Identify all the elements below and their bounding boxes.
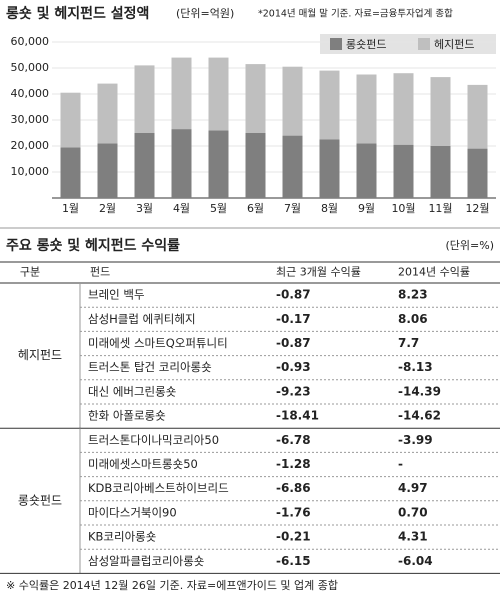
return-value: -0.17 — [276, 312, 311, 326]
x-tick-label: 2월 — [99, 202, 116, 215]
return-value: -3.99 — [398, 433, 433, 447]
x-tick-label: 3월 — [136, 202, 153, 215]
bar-segment — [171, 129, 192, 198]
chart-title: 롱숏 및 헤지펀드 설정액 — [6, 5, 149, 22]
return-value: -6.86 — [276, 481, 311, 495]
y-tick-label: 50,000 — [11, 61, 50, 74]
x-tick-label: 5월 — [210, 202, 227, 215]
legend-swatch — [330, 38, 342, 50]
fund-name: 대신 에버그린롱숏 — [88, 384, 176, 398]
y-tick-label: 60,000 — [11, 35, 50, 48]
return-value: -14.39 — [398, 384, 441, 398]
return-value: -8.13 — [398, 360, 433, 374]
y-tick-label: 40,000 — [11, 87, 50, 100]
bar-segment — [393, 144, 414, 198]
table-header: 구분 — [20, 266, 40, 279]
bar-segment — [282, 135, 303, 198]
bar-segment — [430, 77, 451, 146]
x-tick-label: 8월 — [321, 202, 338, 215]
return-value: -6.78 — [276, 433, 311, 447]
bar-segment — [134, 133, 155, 198]
return-value: -1.76 — [276, 505, 311, 519]
bar-segment — [208, 57, 229, 131]
legend-swatch — [418, 38, 430, 50]
x-tick-label: 1월 — [62, 202, 79, 215]
legend-label: 헤지펀드 — [434, 38, 474, 51]
fund-name: 삼성H클럽 에퀴티헤지 — [88, 312, 196, 326]
fund-name: 미래에셋스마트롱숏50 — [88, 457, 198, 471]
y-tick-label: 30,000 — [11, 113, 50, 126]
bar-segment — [393, 73, 414, 145]
footnote: ※ 수익률은 2014년 12월 26일 기준. 자료=에프앤가이드 및 업계 … — [6, 578, 338, 592]
legend-box — [320, 34, 496, 54]
bar-segment — [97, 143, 118, 198]
bar-segment — [467, 148, 488, 198]
table-header: 최근 3개월 수익률 — [276, 266, 361, 279]
x-tick-label: 6월 — [247, 202, 264, 215]
return-value: 8.23 — [398, 288, 428, 302]
return-value: 0.70 — [398, 505, 428, 519]
bar-segment — [245, 133, 266, 198]
bar-segment — [97, 83, 118, 144]
x-tick-label: 11월 — [428, 202, 452, 215]
return-value: -6.04 — [398, 554, 433, 568]
x-tick-label: 10월 — [391, 202, 415, 215]
return-value: -1.28 — [276, 457, 311, 471]
return-value: -9.23 — [276, 384, 311, 398]
bar-segment — [60, 92, 81, 148]
return-value: -0.87 — [276, 288, 311, 302]
bar-segment — [171, 57, 192, 130]
bar-segment — [245, 64, 266, 133]
x-tick-label: 12월 — [465, 202, 489, 215]
chart-subtitle: (단위=억원) — [176, 7, 234, 20]
return-value: -0.93 — [276, 360, 311, 374]
group-name: 롱숏펀드 — [18, 493, 62, 507]
return-value: -6.15 — [276, 554, 311, 568]
x-tick-label: 9월 — [358, 202, 375, 215]
fund-name: 트러스톤다이나믹코리아50 — [88, 433, 219, 447]
return-value: -0.21 — [276, 530, 311, 544]
bar-segment — [430, 146, 451, 198]
group-name: 헤지펀드 — [18, 348, 62, 362]
bar-segment — [467, 84, 488, 149]
fund-name: KB코리아롱숏 — [88, 530, 156, 544]
return-value: 4.31 — [398, 530, 428, 544]
fund-name: KDB코리아베스트하이브리드 — [88, 481, 229, 495]
bar-segment — [356, 143, 377, 198]
return-value: 7.7 — [398, 336, 419, 350]
bar-segment — [208, 130, 229, 198]
legend-label: 롱숏펀드 — [346, 38, 386, 51]
table-header: 2014년 수익률 — [398, 266, 470, 279]
bar-segment — [319, 70, 340, 140]
return-value: -18.41 — [276, 409, 319, 423]
y-tick-label: 20,000 — [11, 139, 50, 152]
return-value: 8.06 — [398, 312, 428, 326]
return-value: -14.62 — [398, 409, 441, 423]
chart-note: *2014년 매월 말 기준. 자료=금융투자업계 종합 — [258, 8, 453, 20]
table-title: 주요 롱숏 및 헤지펀드 수익률 — [6, 237, 180, 254]
table-unit: (단위=%) — [446, 239, 495, 252]
bar-segment — [319, 139, 340, 198]
bar-segment — [282, 66, 303, 136]
return-value: - — [398, 457, 403, 471]
fund-name: 브레인 백두 — [88, 288, 145, 302]
table-header: 펀드 — [90, 266, 110, 279]
bar-segment — [356, 74, 377, 144]
fund-name: 마이다스거북이90 — [88, 505, 177, 519]
fund-name: 미래에셋 스마트Q오퍼튜니티 — [88, 336, 228, 350]
x-tick-label: 7월 — [284, 202, 301, 215]
y-tick-label: 10,000 — [11, 165, 50, 178]
fund-name: 트러스톤 탑건 코리아롱숏 — [88, 360, 212, 374]
fund-name: 한화 아폴로롱숏 — [88, 409, 166, 423]
return-value: 4.97 — [398, 481, 428, 495]
bar-segment — [134, 65, 155, 133]
fund-name: 삼성알파클럽코리아롱숏 — [88, 554, 204, 568]
bar-segment — [60, 147, 81, 198]
return-value: -0.87 — [276, 336, 311, 350]
x-tick-label: 4월 — [173, 202, 190, 215]
